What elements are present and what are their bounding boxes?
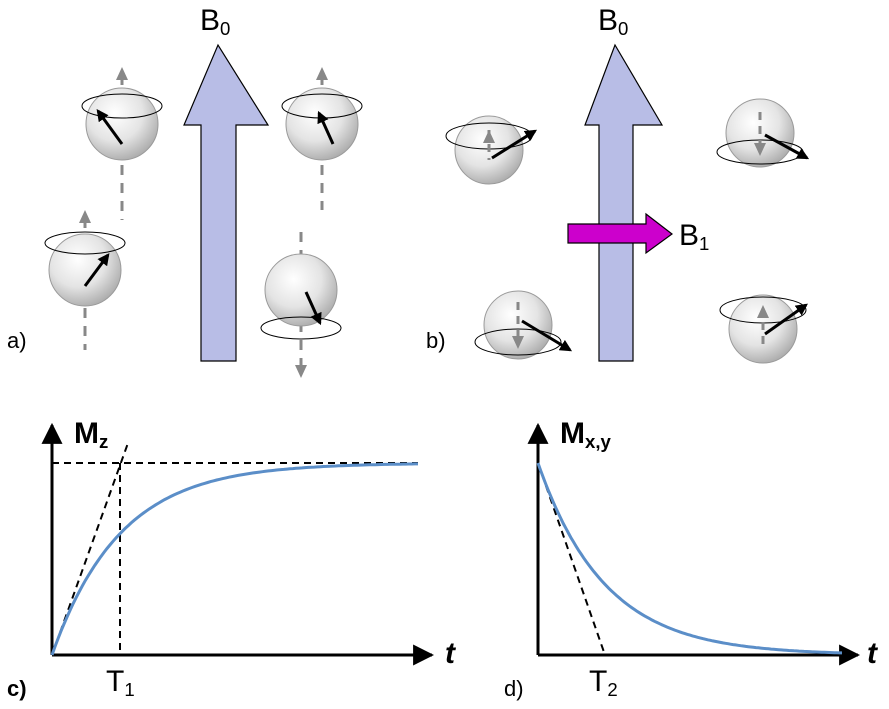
b1-sub: 1: [699, 233, 710, 255]
b1-main: B: [679, 219, 700, 252]
panel-label-d: d): [504, 676, 524, 701]
t2-main: T: [589, 665, 608, 698]
spin-a-bottom-right: [260, 232, 342, 378]
b0-label-b: B0: [598, 6, 628, 39]
spin-b-bottom-right: [719, 294, 808, 364]
spin-b-top-right: [716, 98, 810, 168]
time-axis-label-d: t: [867, 637, 877, 670]
b1-label: B1: [679, 221, 709, 254]
mz-sub: z: [99, 431, 109, 453]
t1-main: T: [106, 665, 125, 698]
mxy-axis-label: Mx,y: [560, 419, 611, 452]
plot-c-axes: [41, 422, 435, 666]
b0-b-sub: 0: [618, 18, 629, 40]
b0-a-main: B: [200, 4, 221, 37]
spin-a-bottom-left: [44, 210, 126, 350]
t2-tangent-line: [537, 462, 606, 656]
b0-b-main: B: [598, 4, 619, 37]
panel-label-b: b): [426, 328, 446, 353]
spin-a-top-right: [281, 67, 363, 210]
time-axis-label-c: t: [445, 637, 455, 670]
b0-field-arrow-b: [584, 43, 664, 362]
b0-a-sub: 0: [220, 18, 231, 40]
mxy-sub: x,y: [585, 431, 611, 453]
t1-label: T1: [106, 667, 135, 700]
t2-label: T2: [589, 667, 618, 700]
panel-label-c: c): [7, 676, 27, 701]
t1-sub: 1: [124, 679, 135, 701]
mz-main: M: [74, 417, 99, 450]
b0-label-a: B0: [200, 6, 230, 39]
mz-axis-label: Mz: [74, 419, 108, 452]
panel-label-a: a): [7, 328, 27, 353]
mxy-main: M: [560, 417, 585, 450]
spin-a-top-left: [81, 67, 163, 220]
b1-field-arrow: [567, 212, 674, 255]
b0-field-arrow-a: [183, 43, 270, 362]
mz-recovery-curve: [50, 462, 418, 656]
mxy-decay-curve: [536, 462, 842, 655]
t2-sub: 2: [607, 679, 618, 701]
spin-b-top-left: [445, 115, 538, 185]
spin-b-bottom-left: [474, 290, 573, 360]
plot-d-axes: [527, 422, 861, 666]
